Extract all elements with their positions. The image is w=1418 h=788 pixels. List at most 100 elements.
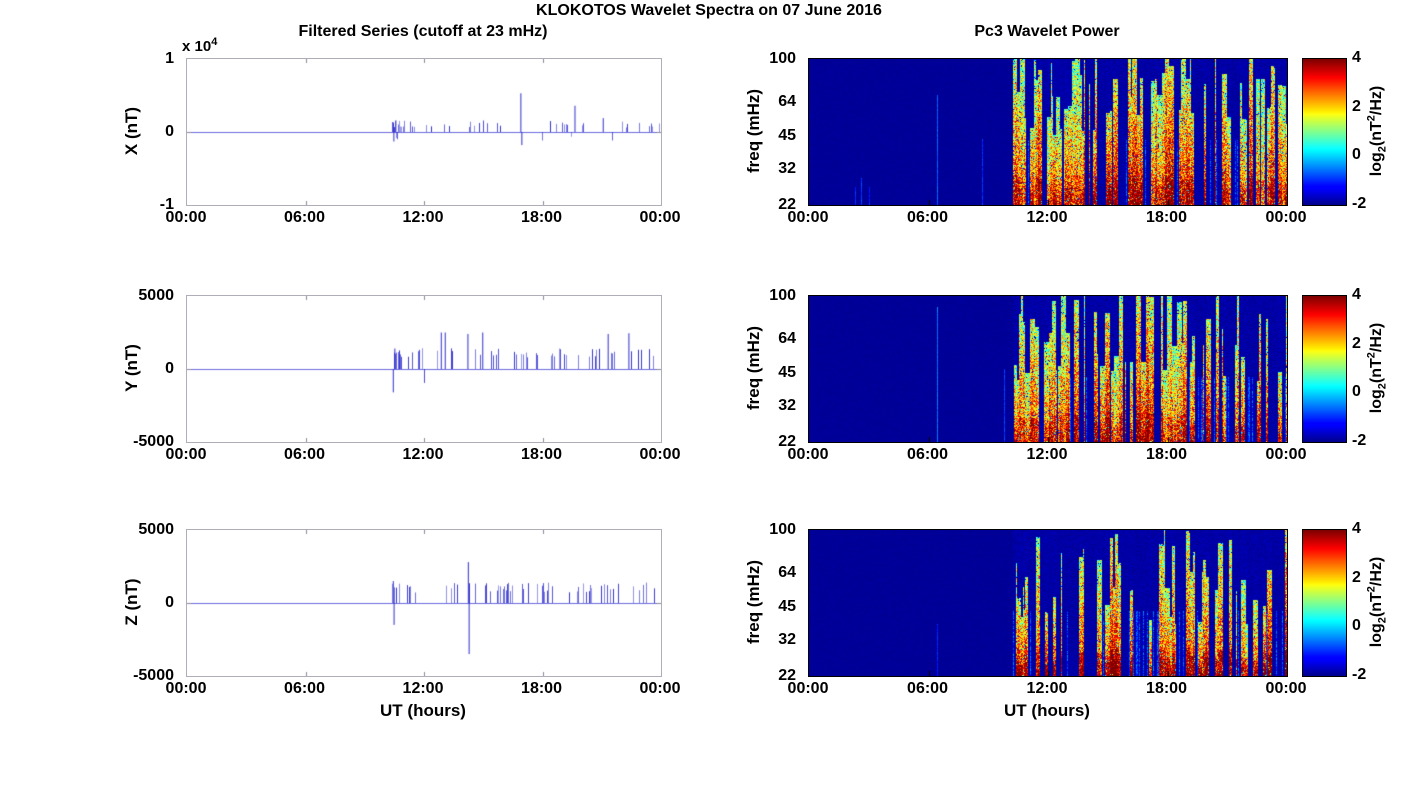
x-tick-label: 12:00 [402, 680, 444, 697]
x-tick-label: 06:00 [907, 446, 948, 463]
colorbar-tick-label: 2 [1352, 568, 1361, 586]
colorbar-tick-label: -2 [1352, 666, 1367, 683]
x-tick-label: 18:00 [1146, 680, 1187, 697]
colorbar-axis-label-text: log2(nT2/Hz) [1365, 322, 1389, 414]
y-wavelet-spectrogram-y-tick-labels: 100 64 45 32 22 [722, 287, 802, 450]
x-tick-label: 00:00 [1265, 209, 1307, 226]
colorbar-tick-label: 0 [1352, 617, 1361, 635]
x-wavelet-spectrogram-plot [808, 58, 1288, 206]
colorbar-gradient [1302, 529, 1347, 677]
colorbar-gradient [1302, 58, 1347, 206]
x-tick-label: 18:00 [1146, 209, 1187, 226]
colorbar-tick-label: -2 [1352, 432, 1367, 449]
x-tick-label: 18:00 [521, 209, 562, 226]
z-wavelet-spectrogram-x-tick-labels: 00:00 06:00 12:00 18:00 00:00 [788, 680, 1307, 700]
y-tick-label: 64 [778, 93, 796, 111]
y-tick-label: 0 [165, 360, 174, 377]
y-filtered-series-plot [186, 295, 662, 443]
x-tick-label: 12:00 [402, 446, 444, 463]
z-wavelet-spectrogram-panel: freq (mHz) 100 64 45 32 22 00:00 06:00 12:00 18:… [744, 520, 1388, 697]
y-tick-label: 0 [165, 123, 174, 140]
x-tick-label: 00:00 [1265, 446, 1307, 463]
y-tick-label: 22 [778, 196, 796, 213]
x-tick-label: 00:00 [165, 680, 207, 697]
x-tick-label: 00:00 [787, 446, 829, 463]
x-tick-label: 00:00 [165, 446, 207, 463]
right-x-axis-label: UT (hours) [1004, 701, 1090, 720]
x-tick-label: 18:00 [1146, 446, 1187, 463]
y-tick-label: 0 [165, 594, 174, 611]
x-tick-label: 12:00 [1026, 680, 1068, 697]
z-filtered-series-x-tick-labels: 00:00 06:00 12:00 18:00 00:00 [166, 680, 681, 700]
x-tick-label: 06:00 [907, 209, 948, 226]
y-wavelet-spectrogram-plot [808, 295, 1288, 443]
x-tick-label: 00:00 [787, 680, 829, 697]
figure-title: KLOKOTOS Wavelet Spectra on 07 June 2016 [536, 2, 882, 19]
x-tick-label: 18:00 [521, 680, 562, 697]
y-tick-label: 45 [778, 126, 796, 144]
right-column-subtitle: Pc3 Wavelet Power [974, 23, 1120, 40]
y-tick-label: 45 [778, 597, 796, 615]
y-tick-label: 32 [778, 630, 796, 648]
x-wavelet-spectrogram-x-tick-labels: 00:00 06:00 12:00 18:00 00:00 [788, 209, 1307, 229]
y-tick-label: -5000 [133, 433, 174, 450]
y-tick-label: -5000 [133, 667, 174, 684]
x-tick-label: 12:00 [402, 209, 444, 226]
x-tick-label: 06:00 [284, 680, 325, 697]
y-tick-label: 1 [165, 50, 174, 67]
x-tick-label: 00:00 [639, 446, 681, 463]
colorbar-axis-label-text: log2(nT2/Hz) [1365, 556, 1389, 648]
y-tick-label: 64 [778, 330, 796, 348]
colorbar-tick-label: 4 [1352, 520, 1361, 537]
y-tick-label: 45 [778, 363, 796, 381]
z-filtered-series-y-tick-labels: 5000 0 -5000 [100, 521, 180, 684]
y-tick-label: 32 [778, 159, 796, 177]
x-tick-label: 00:00 [639, 680, 681, 697]
left-x-axis-label: UT (hours) [380, 701, 466, 720]
x-tick-label: 18:00 [521, 446, 562, 463]
x-wavelet-spectrogram-y-tick-labels: 100 64 45 32 22 [722, 50, 802, 213]
y-tick-label: 64 [778, 564, 796, 582]
colorbar-tick-label: -2 [1352, 195, 1367, 212]
colorbar-axis-label-text: log2(nT2/Hz) [1365, 85, 1389, 177]
x-tick-label: 06:00 [907, 680, 948, 697]
y-tick-label: 5000 [138, 287, 174, 304]
x-filtered-series-plot [186, 58, 662, 206]
y-tick-label: 5000 [138, 521, 174, 538]
x-wavelet-spectrogram-colorbar: 4 2 0 -2 log2(nT2/Hz) [1302, 49, 1388, 212]
colorbar-gradient [1302, 295, 1347, 443]
y-tick-label: 22 [778, 667, 796, 684]
x-tick-label: 00:00 [165, 209, 207, 226]
y-tick-label: 32 [778, 396, 796, 414]
z-wavelet-spectrogram-colorbar: 4 2 0 -2 log2(nT2/Hz) [1302, 520, 1388, 683]
z-wavelet-spectrogram-y-tick-labels: 100 64 45 32 22 [722, 521, 802, 684]
x-wavelet-spectrogram-panel: freq (mHz) 100 64 45 32 22 00:00 06:00 12:00 18:… [744, 49, 1388, 226]
x-tick-label: 00:00 [1265, 680, 1307, 697]
x-tick-label: 00:00 [787, 209, 829, 226]
x-tick-label: 06:00 [284, 446, 325, 463]
colorbar-tick-label: 4 [1352, 49, 1361, 66]
z-filtered-series-panel: Z (nT) 5000 0 -5000 00:00 06:00 12:00 18:00 00:… [122, 521, 680, 697]
y-filtered-series-panel: Y (nT) 5000 0 -5000 00:00 06:00 12:00 18:00 00:… [122, 287, 680, 463]
y-tick-label: -1 [159, 196, 174, 213]
y-tick-label: 100 [769, 50, 796, 67]
y-tick-label: 22 [778, 433, 796, 450]
y-wavelet-spectrogram-panel: freq (mHz) 100 64 45 32 22 00:00 06:00 12:00 18:… [744, 286, 1388, 463]
colorbar-tick-label: 4 [1352, 286, 1361, 303]
colorbar-tick-label: 2 [1352, 97, 1361, 115]
y-tick-label: 100 [769, 521, 796, 538]
x-filtered-series-x-tick-labels: 00:00 06:00 12:00 18:00 00:00 [166, 209, 681, 229]
x-filtered-series-y-tick-labels: 1 0 -1 [100, 50, 180, 213]
z-filtered-series-plot [186, 529, 662, 677]
y-wavelet-spectrogram-colorbar: 4 2 0 -2 log2(nT2/Hz) [1302, 286, 1388, 449]
x-tick-label: 06:00 [284, 209, 325, 226]
colorbar-tick-label: 0 [1352, 146, 1361, 164]
x-tick-label: 00:00 [639, 209, 681, 226]
x-filtered-series-panel: X (nT) 1 0 -1 00:00 06:00 12:00 18:00 00:00 x 10… [122, 36, 680, 226]
y-tick-label: 100 [769, 287, 796, 304]
colorbar-tick-label: 2 [1352, 334, 1361, 352]
left-column-subtitle: Filtered Series (cutoff at 23 mHz) [298, 23, 548, 40]
y-wavelet-spectrogram-x-tick-labels: 00:00 06:00 12:00 18:00 00:00 [788, 446, 1307, 466]
x-tick-label: 12:00 [1026, 446, 1068, 463]
